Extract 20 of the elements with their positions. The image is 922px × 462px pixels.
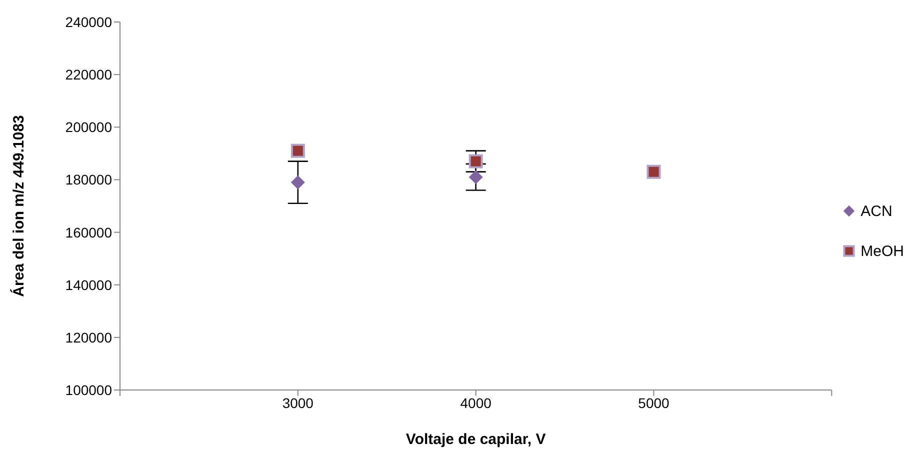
y-tick-label: 180000 — [65, 172, 112, 188]
y-tick-label: 200000 — [65, 119, 112, 136]
y-tick-label: 220000 — [65, 66, 112, 83]
y-tick-label: 160000 — [65, 224, 112, 240]
x-tick-label: 5000 — [638, 394, 670, 411]
y-axis-title: Área del ion m/z 449.1083 — [9, 115, 28, 297]
y-tick-label: 140000 — [65, 276, 112, 293]
y-tick-label: 240000 — [65, 14, 112, 30]
x-axis-title: Voltaje de capilar, V — [406, 431, 546, 448]
point — [468, 170, 483, 184]
point — [290, 144, 305, 158]
point — [646, 164, 661, 179]
x-tick-label: 4000 — [460, 394, 492, 411]
legend-label: ACN — [860, 202, 892, 220]
y-tick-label: 120000 — [65, 329, 112, 346]
x-tick-label: 3000 — [282, 394, 314, 411]
point — [468, 154, 483, 168]
legend-label: MeOH — [860, 242, 904, 260]
y-tick-label: 100000 — [65, 382, 112, 398]
point — [290, 175, 305, 190]
